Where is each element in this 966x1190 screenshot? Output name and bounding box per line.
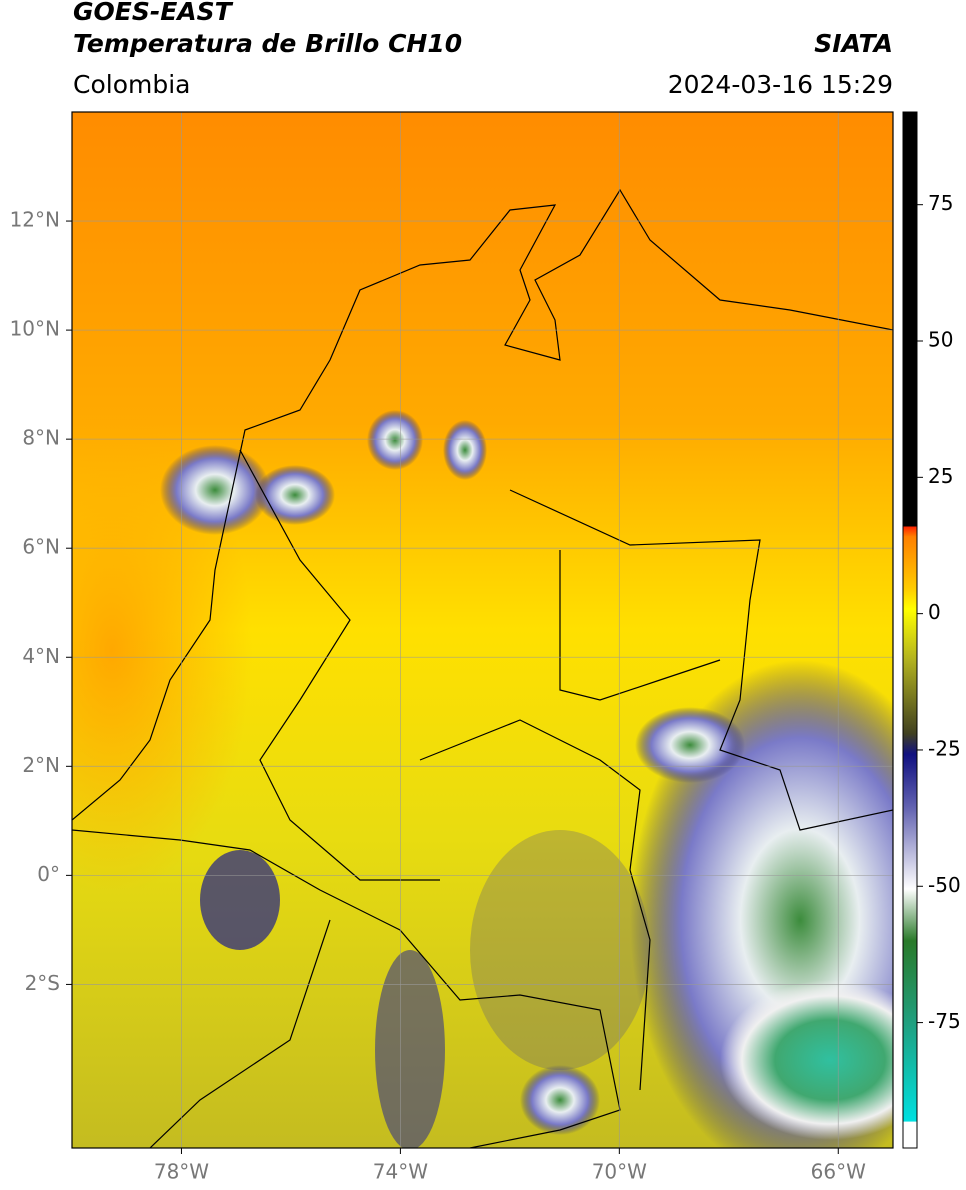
colorbar-tick-label: 25 xyxy=(928,464,953,488)
region: Colombia xyxy=(73,70,190,99)
map-frame xyxy=(71,111,894,1149)
colorbar-tick-label: -50 xyxy=(928,873,961,897)
colorbar-tick-label: 75 xyxy=(928,191,953,215)
colorbar-tick-label: 50 xyxy=(928,328,953,352)
colorbar-tick-label: 0 xyxy=(928,600,941,624)
y-tick-label: 4°N xyxy=(22,644,60,668)
x-tick-label: 66°W xyxy=(811,1160,866,1184)
x-tick-label: 70°W xyxy=(592,1160,647,1184)
y-tick-label: 10°N xyxy=(10,317,60,341)
y-tick-label: 12°N xyxy=(10,208,60,232)
colorbar xyxy=(902,111,918,1149)
x-tick-label: 78°W xyxy=(154,1160,209,1184)
colorbar-tick-label: -75 xyxy=(928,1009,961,1033)
subtitle: Temperatura de Brillo CH10 xyxy=(73,29,462,58)
colorbar-tick-label: -25 xyxy=(928,736,961,760)
y-tick-label: 2°N xyxy=(22,753,60,777)
credit: SIATA xyxy=(814,29,893,58)
y-tick-label: 2°S xyxy=(25,971,60,995)
y-tick-label: 8°N xyxy=(22,426,60,450)
timestamp: 2024-03-16 15:29 xyxy=(668,70,893,99)
title: GOES-EAST xyxy=(73,0,234,26)
y-tick-label: 0° xyxy=(37,862,60,886)
x-tick-label: 74°W xyxy=(373,1160,428,1184)
map-image xyxy=(72,112,893,1148)
y-tick-label: 6°N xyxy=(22,535,60,559)
